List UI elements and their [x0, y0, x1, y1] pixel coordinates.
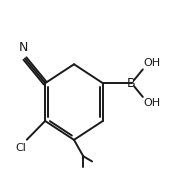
- Text: OH: OH: [144, 58, 161, 68]
- Text: Cl: Cl: [15, 143, 26, 153]
- Text: N: N: [18, 41, 28, 54]
- Text: OH: OH: [144, 98, 161, 108]
- Text: B: B: [127, 77, 136, 90]
